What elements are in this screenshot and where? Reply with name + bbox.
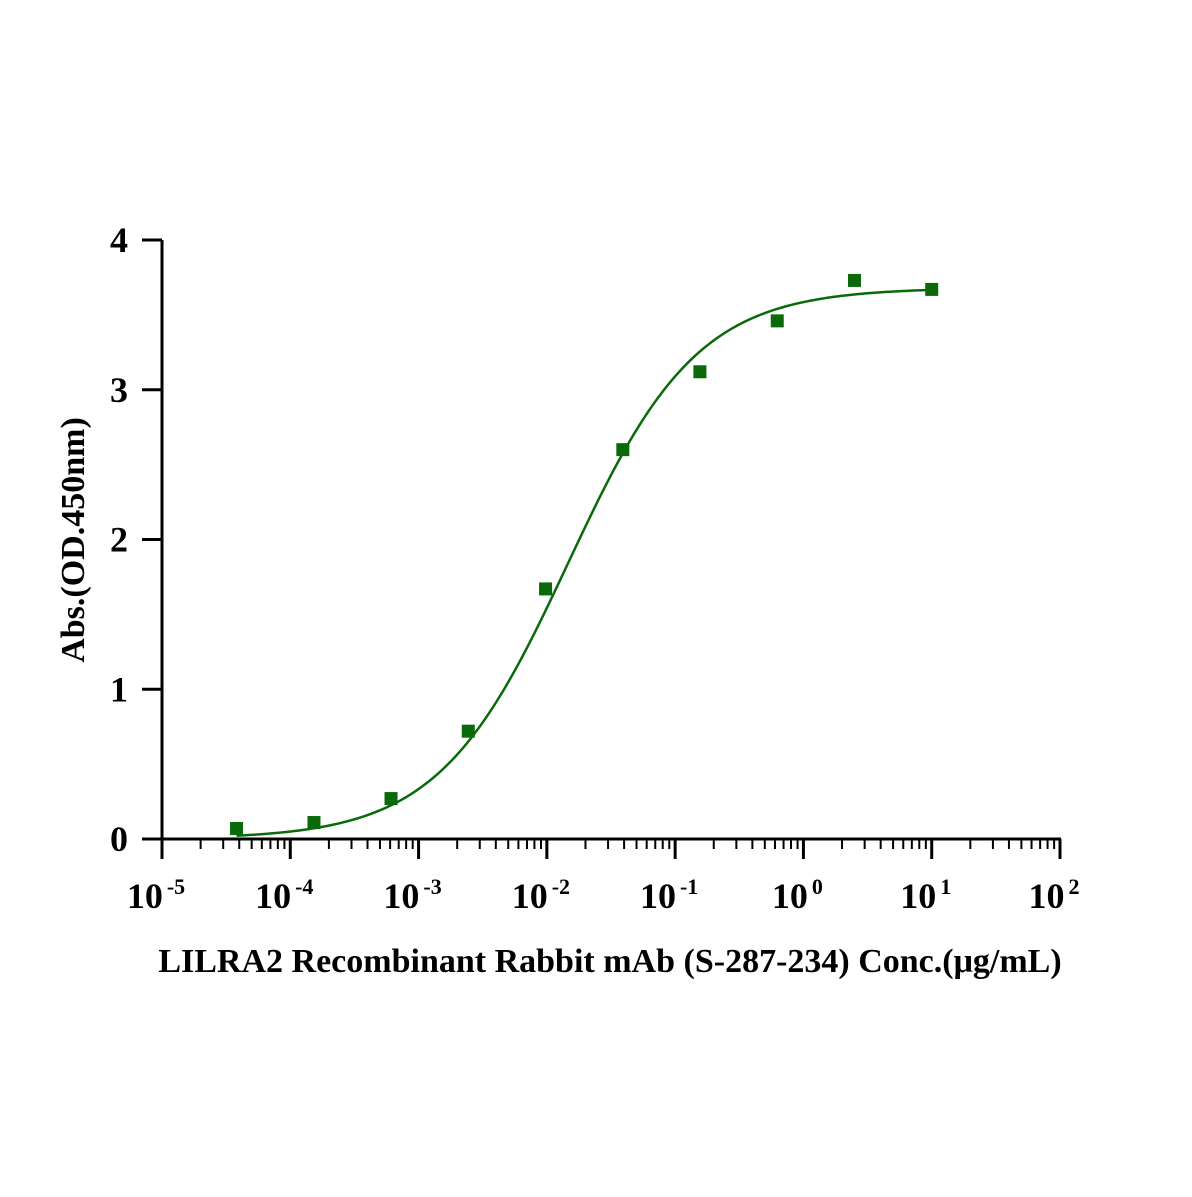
data-point xyxy=(616,443,630,457)
x-tick-label: 10 -3 xyxy=(383,874,441,916)
data-point xyxy=(461,724,475,738)
y-tick-label: 4 xyxy=(110,220,128,260)
x-axis-title: LILRA2 Recombinant Rabbit mAb (S-287-234… xyxy=(158,943,1061,980)
fit-curve-layer xyxy=(236,288,932,837)
data-point xyxy=(230,822,244,836)
x-tick-label: 10 2 xyxy=(1029,874,1080,916)
x-tick-label: 10 -2 xyxy=(512,874,570,916)
data-points-layer xyxy=(230,273,939,836)
data-point xyxy=(307,816,321,830)
y-axis-title: Abs.(OD.450nm) xyxy=(55,417,92,663)
x-tick-label: 10 -5 xyxy=(127,874,185,916)
data-point xyxy=(847,273,861,287)
x-tick-label: 10 -1 xyxy=(640,874,698,916)
data-point xyxy=(770,314,784,328)
tick-labels-layer: 0 1 2 3 4 10 -5 10 -4 10 -3 10 -2 10 -1 10 0 10 1 10 2 xyxy=(110,220,1080,916)
y-tick-label: 0 xyxy=(110,819,128,859)
y-tick-label: 3 xyxy=(110,370,128,410)
y-tick-label: 2 xyxy=(110,520,128,560)
data-point xyxy=(925,282,939,296)
x-tick-label: 10 1 xyxy=(900,874,951,916)
x-tick-label: 10 0 xyxy=(772,874,823,916)
data-point xyxy=(539,582,553,596)
fit-curve xyxy=(236,288,932,837)
axes xyxy=(142,238,1062,859)
data-point xyxy=(693,365,707,379)
data-point xyxy=(384,792,398,806)
x-tick-label: 10 -4 xyxy=(255,874,313,916)
y-tick-label: 1 xyxy=(110,669,128,709)
